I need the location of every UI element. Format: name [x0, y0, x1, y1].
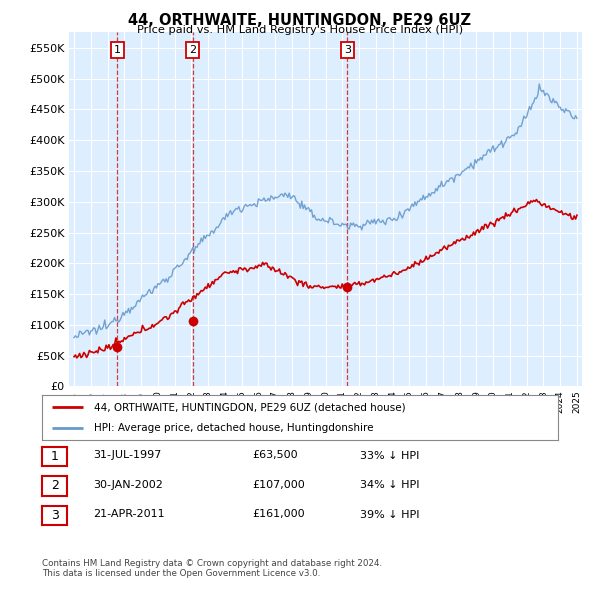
Text: 39% ↓ HPI: 39% ↓ HPI [360, 510, 419, 519]
Text: 44, ORTHWAITE, HUNTINGDON, PE29 6UZ (detached house): 44, ORTHWAITE, HUNTINGDON, PE29 6UZ (det… [94, 402, 405, 412]
Text: £63,500: £63,500 [252, 451, 298, 460]
Text: £161,000: £161,000 [252, 510, 305, 519]
Text: Contains HM Land Registry data © Crown copyright and database right 2024.: Contains HM Land Registry data © Crown c… [42, 559, 382, 568]
Text: Price paid vs. HM Land Registry's House Price Index (HPI): Price paid vs. HM Land Registry's House … [137, 25, 463, 35]
Text: HPI: Average price, detached house, Huntingdonshire: HPI: Average price, detached house, Hunt… [94, 424, 373, 434]
Text: 21-APR-2011: 21-APR-2011 [93, 510, 164, 519]
Text: 3: 3 [50, 509, 59, 522]
Text: 1: 1 [50, 450, 59, 463]
Text: 2: 2 [50, 479, 59, 493]
Text: £107,000: £107,000 [252, 480, 305, 490]
Text: This data is licensed under the Open Government Licence v3.0.: This data is licensed under the Open Gov… [42, 569, 320, 578]
Text: 34% ↓ HPI: 34% ↓ HPI [360, 480, 419, 490]
Text: 44, ORTHWAITE, HUNTINGDON, PE29 6UZ: 44, ORTHWAITE, HUNTINGDON, PE29 6UZ [128, 13, 472, 28]
Text: 2: 2 [189, 45, 196, 55]
Text: 30-JAN-2002: 30-JAN-2002 [93, 480, 163, 490]
Text: 31-JUL-1997: 31-JUL-1997 [93, 451, 161, 460]
Text: 1: 1 [114, 45, 121, 55]
Text: 3: 3 [344, 45, 351, 55]
Text: 33% ↓ HPI: 33% ↓ HPI [360, 451, 419, 460]
